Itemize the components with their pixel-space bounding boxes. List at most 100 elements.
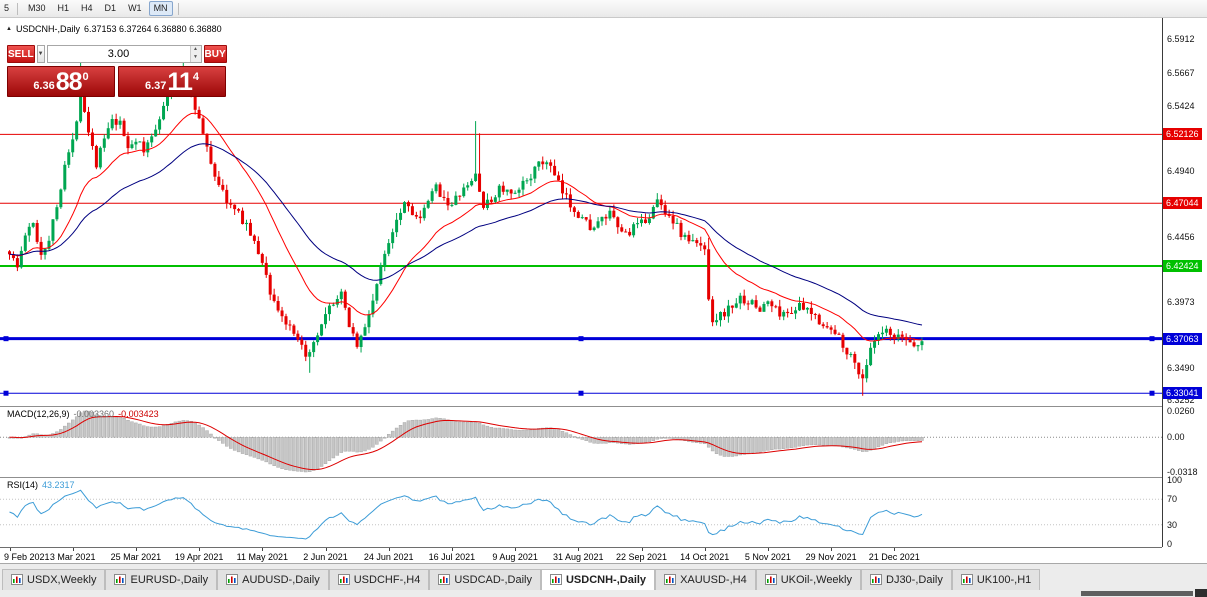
candle-body [166, 96, 169, 106]
macd-histogram-bar [351, 437, 355, 452]
candle-body [505, 189, 509, 192]
macd-histogram-bar [655, 437, 659, 440]
candle-body [15, 258, 19, 268]
volume-options-button[interactable]: ▼ [36, 45, 45, 63]
macd-histogram-bar [608, 437, 612, 443]
candle-body [482, 191, 485, 208]
buy-price-big: 11 [167, 68, 192, 96]
candle-body [51, 219, 55, 241]
macd-histogram-bar [236, 437, 241, 453]
sell-price-pipette: 0 [82, 71, 89, 83]
level-line-handle[interactable] [3, 336, 9, 342]
time-axis-label: 14 Oct 2021 [680, 552, 730, 562]
chart-tabs: USDX,Weekly EURUSD-,Daily AUDUSD-,Daily USD… [0, 564, 1207, 590]
sell-button[interactable]: SELL [7, 45, 35, 63]
macd-histogram-bar [458, 421, 462, 438]
macd-histogram-bar [146, 426, 150, 438]
macd-histogram-bar [525, 429, 529, 438]
macd-histogram-bar [892, 437, 896, 443]
macd-histogram-bar [560, 431, 565, 438]
candle-body [134, 141, 138, 145]
macd-histogram-bar [726, 437, 731, 457]
timeframe-button-mn[interactable]: MN [148, 1, 173, 16]
macd-histogram-bar [418, 419, 422, 438]
level-line-handle[interactable] [578, 336, 584, 342]
timeframe-button-m30[interactable]: M30 [28, 3, 46, 13]
candle-body [237, 209, 241, 211]
candle-body [517, 189, 521, 193]
volume-input[interactable] [47, 46, 190, 62]
macd-histogram-bar [462, 421, 466, 438]
candle-body [805, 307, 809, 310]
macd-histogram-bar [817, 437, 821, 446]
chart-tab-eurusd-daily[interactable]: EURUSD-,Daily [105, 569, 218, 590]
level-line-handle[interactable] [578, 390, 584, 396]
level-line-handle[interactable] [1149, 336, 1155, 342]
level-line-handle[interactable] [1149, 390, 1155, 396]
chart-tab-usdcnh-daily[interactable]: USDCNH-,Daily [540, 569, 656, 590]
time-axis-tick [767, 548, 769, 551]
level-line-handle[interactable] [3, 390, 9, 396]
candle-body [229, 203, 233, 205]
timeframe-button-d1[interactable]: D1 [104, 3, 117, 13]
candle-body [825, 326, 829, 328]
time-axis[interactable]: 9 Feb 2021 3 Mar 2021 25 Mar 2021 19 Apr 20… [0, 547, 1162, 563]
candle-body [379, 265, 383, 285]
buy-price-box[interactable]: 6.37 11 4 [118, 66, 226, 97]
timeframe-button-h1[interactable]: H1 [57, 3, 70, 13]
macd-histogram-bar [541, 427, 545, 438]
candle-body [233, 204, 237, 210]
price-axis[interactable]: 6.5912 6.5667 6.5424 6.4940 6.4456 6.3973 6.34… [1162, 18, 1207, 549]
macd-histogram-bar [671, 437, 675, 439]
candle-body [162, 105, 166, 120]
chart-tab-label: DJ30-,Daily [886, 573, 943, 586]
macd-axis-label: 0.0260 [1167, 406, 1195, 416]
price-chart[interactable] [0, 18, 1162, 547]
macd-histogram-bar [849, 437, 853, 449]
candle-body [786, 311, 790, 314]
chart-tab-audusd-daily[interactable]: AUDUSD-,Daily [217, 569, 329, 590]
chart-tab-icon [870, 574, 882, 585]
chart-tab-ukoil-weekly[interactable]: UKOil-,Weekly [755, 569, 861, 590]
timeframe-button-w1[interactable]: W1 [128, 3, 142, 13]
price-axis-label: 6.5667 [1167, 67, 1195, 78]
volume-down-button[interactable]: ▼ [190, 54, 201, 62]
chart-tab-xauusd-h4[interactable]: XAUUSD-,H4 [655, 569, 756, 590]
time-axis-label: 9 Aug 2021 [492, 552, 538, 562]
chart-tab-dj30-daily[interactable]: DJ30-,Daily [861, 569, 952, 590]
volume-up-button[interactable]: ▲ [190, 46, 201, 54]
macd-histogram-bar [501, 428, 505, 438]
buy-button[interactable]: BUY [203, 45, 227, 63]
price-level-badge: 6.37063 [1163, 332, 1202, 345]
macd-histogram-bar [422, 419, 426, 438]
candle-body [549, 162, 553, 166]
timeframe-button-h4[interactable]: H4 [81, 3, 93, 13]
macd-histogram-bar [861, 437, 865, 452]
trade-panel-toggle-icon[interactable]: ▲ [6, 25, 12, 32]
macd-histogram-bar [545, 427, 549, 438]
candle-body [454, 195, 458, 205]
chart-tab-usdx-weekly[interactable]: USDX,Weekly [2, 569, 106, 590]
macd-histogram-bar [821, 437, 825, 446]
macd-histogram-bar [371, 437, 375, 448]
sell-price-box[interactable]: 6.36 88 0 [7, 66, 115, 97]
macd-histogram-bar [442, 418, 446, 438]
candle-body [272, 294, 276, 301]
macd-histogram-bar [675, 437, 679, 440]
macd-histogram-bar [363, 437, 367, 452]
candle-body [880, 332, 884, 335]
horizontal-scrollbar-thumb[interactable] [1081, 591, 1193, 596]
candle-body [561, 180, 564, 194]
chart-tab-usdchf-h4[interactable]: USDCHF-,H4 [328, 569, 430, 590]
candle-body [426, 200, 430, 208]
chart-tab-usdcad-daily[interactable]: USDCAD-,Daily [429, 569, 541, 590]
chart-tab-uk100-h1[interactable]: UK100-,H1 [951, 569, 1041, 590]
macd-histogram-bar [872, 437, 877, 449]
macd-signal-value: -0.003423 [118, 409, 159, 419]
time-axis-tick [9, 548, 11, 551]
candle-body [71, 139, 75, 153]
time-axis-tick [388, 548, 390, 551]
timeframe-button-partial[interactable]: 5 [4, 3, 10, 13]
candle-body [608, 210, 612, 219]
macd-histogram-bar [513, 429, 517, 438]
